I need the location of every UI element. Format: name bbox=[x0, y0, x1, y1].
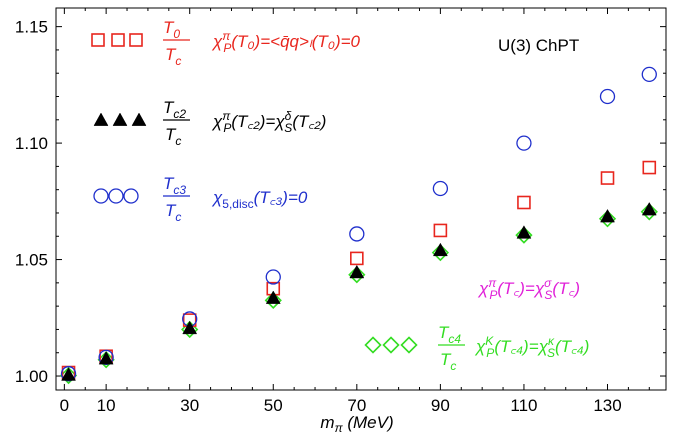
y-tick-label: 1.15 bbox=[15, 18, 48, 37]
legend-condition: χ5,disc(T꜀₃)=0 bbox=[211, 188, 308, 211]
x-tick-label: 110 bbox=[510, 396, 537, 415]
data-point-triangle-filled bbox=[61, 367, 76, 381]
data-point-diamond-open bbox=[598, 210, 617, 228]
data-point-diamond-open bbox=[640, 203, 658, 221]
data-point-circle-open bbox=[349, 226, 365, 242]
legend-marker-square-open bbox=[91, 33, 105, 47]
data-point-square-open bbox=[433, 223, 448, 238]
data-point-square-open bbox=[642, 160, 657, 175]
legend-condition: χK P(T꜀₄)=χκ S(T꜀₄) bbox=[474, 334, 589, 360]
legend-marker-diamond-open bbox=[382, 336, 400, 354]
y-tick-label: 1.05 bbox=[15, 251, 48, 270]
x-tick-label: 0 bbox=[60, 396, 69, 415]
magenta-annotation-text: χπ P(T꜀)=χσ S(T꜀) bbox=[477, 276, 580, 302]
legend-marker-circle-open bbox=[123, 188, 139, 204]
data-point-diamond-open bbox=[264, 291, 282, 309]
legend-ratio-numerator: Tc3 bbox=[163, 174, 186, 197]
data-point-triangle-filled bbox=[600, 208, 615, 223]
data-point-circle-open bbox=[641, 66, 657, 83]
data-point-circle-open bbox=[432, 180, 449, 197]
x-axis-ticks: 0 10 30 50 70 90 110 130 bbox=[60, 8, 650, 415]
legend-marker-square-open bbox=[129, 33, 143, 47]
x-axis-title: mπ (MeV) bbox=[320, 413, 393, 435]
data-point-circle-open bbox=[599, 88, 616, 105]
legend-marker-triangle-filled bbox=[112, 112, 128, 126]
data-point-triangle-filled bbox=[641, 201, 657, 216]
axes bbox=[55, 7, 667, 391]
data-point-triangle-filled bbox=[98, 351, 114, 365]
data-point-triangle-filled bbox=[182, 320, 198, 335]
data-point-diamond-open bbox=[97, 351, 115, 369]
data-point-diamond-open bbox=[431, 243, 450, 262]
y-tick-label: 1.10 bbox=[15, 134, 48, 153]
data-point-triangle-filled bbox=[265, 290, 281, 304]
legend-marker-triangle-filled bbox=[131, 112, 147, 126]
legend-marker-circle-open bbox=[93, 188, 109, 204]
legend-ratio-denominator: Tc bbox=[165, 201, 181, 224]
data-point-diamond-open bbox=[181, 320, 199, 339]
legend-ratio-numerator: Tc2 bbox=[163, 98, 186, 121]
magenta-annotation: χπ P(T꜀)=χσ S(T꜀) bbox=[477, 276, 580, 302]
data-point-diamond-open bbox=[515, 226, 533, 244]
legend: T0 Tc χπ P(T₀)=<q̄q>ₗ(T₀)=0 Tc2 Tc χπ P(T꜀₂)=χδ… bbox=[91, 18, 589, 373]
legend-marker-square-open bbox=[111, 33, 125, 47]
x-tick-label: 70 bbox=[347, 396, 366, 415]
legend-marker-circle-open bbox=[108, 188, 124, 204]
data-point-circle-open bbox=[265, 269, 281, 285]
data-point-diamond-open bbox=[348, 266, 366, 284]
legend-marker-diamond-open bbox=[364, 336, 382, 354]
panel-label: U(3) ChPT bbox=[498, 36, 579, 55]
legend-marker-triangle-filled bbox=[93, 112, 109, 126]
legend-marker-diamond-open bbox=[400, 336, 418, 354]
data-point-triangle-filled bbox=[349, 264, 365, 279]
legend-ratio-numerator: Tc4 bbox=[438, 323, 461, 346]
y-tick-label: 1.00 bbox=[15, 367, 48, 386]
data-point-triangle-filled bbox=[432, 242, 448, 257]
data-point-diamond-open bbox=[59, 366, 78, 385]
x-tick-label: 130 bbox=[593, 396, 621, 415]
legend-ratio-denominator: Tc bbox=[165, 125, 181, 148]
legend-condition: χπ P(T₀)=<q̄q>ₗ(T₀)=0 bbox=[211, 29, 361, 55]
data-point-square-open bbox=[350, 251, 364, 266]
y-axis-ticks: 1.00 1.05 1.10 1.15 bbox=[15, 18, 666, 386]
x-tick-label: 90 bbox=[431, 396, 450, 415]
data-point-square-open bbox=[600, 171, 615, 185]
x-tick-label: 30 bbox=[180, 396, 199, 415]
data-point-square-open bbox=[517, 195, 531, 210]
data-point-circle-open bbox=[516, 135, 532, 151]
legend-ratio-denominator: Tc bbox=[165, 45, 181, 68]
legend-condition: χπ P(T꜀₂)=χδ S(T꜀₂) bbox=[211, 109, 326, 135]
plot-frame bbox=[55, 7, 667, 391]
x-tick-label: 50 bbox=[264, 396, 283, 415]
legend-ratio-denominator: Tc bbox=[440, 350, 456, 373]
data-marks bbox=[59, 66, 658, 385]
x-tick-label: 10 bbox=[97, 396, 116, 415]
data-point-triangle-filled bbox=[516, 225, 532, 239]
legend-ratio-numerator: T0 bbox=[163, 18, 180, 41]
